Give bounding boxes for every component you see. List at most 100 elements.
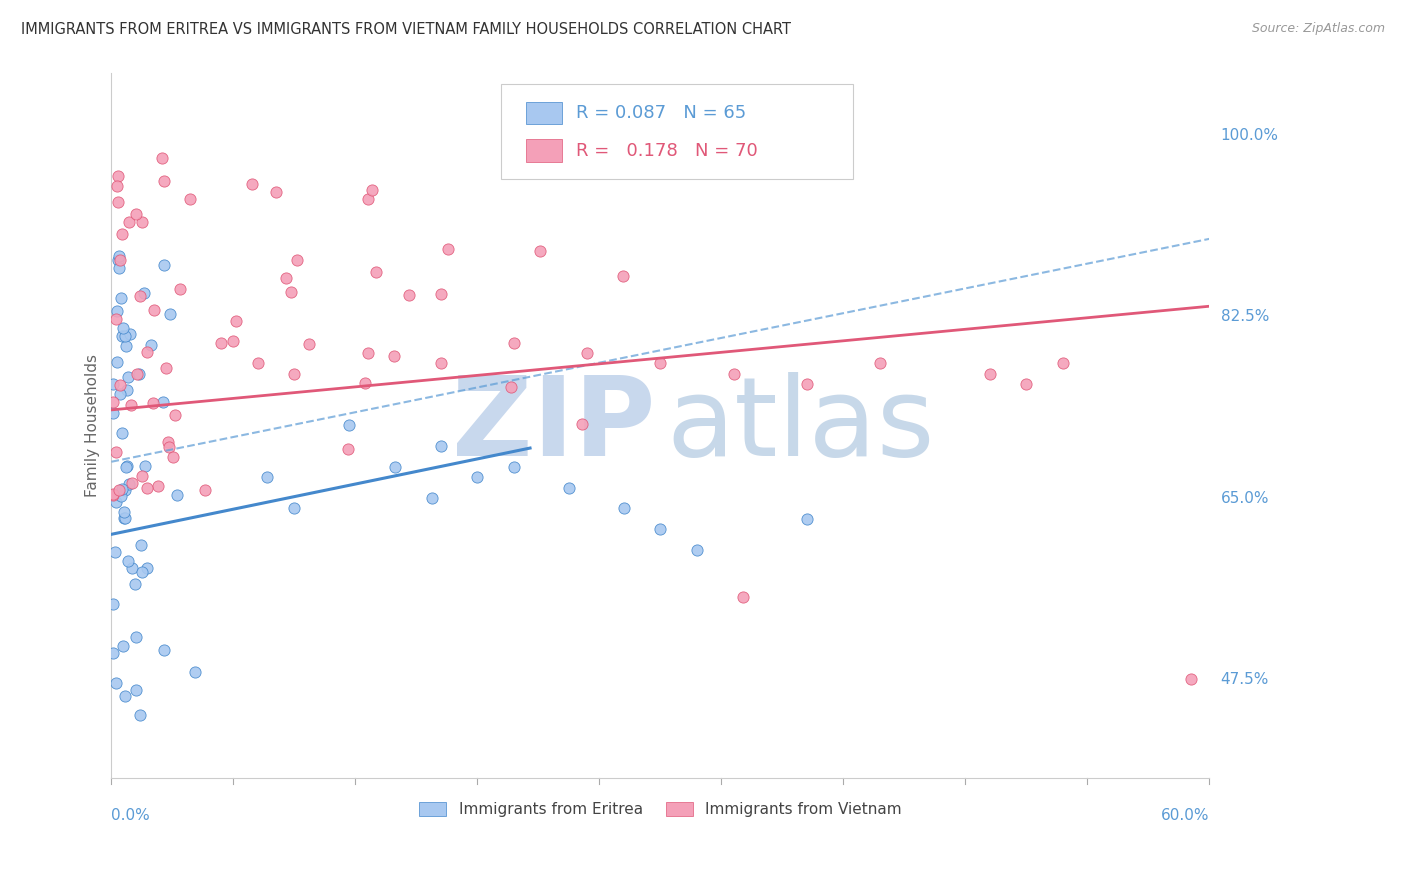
FancyBboxPatch shape bbox=[526, 102, 561, 125]
Point bbox=[503, 459, 526, 474]
Point bbox=[749, 118, 772, 132]
Point bbox=[184, 665, 207, 679]
Point bbox=[796, 376, 818, 391]
Point bbox=[153, 258, 176, 272]
Point bbox=[225, 314, 247, 328]
Point bbox=[129, 538, 152, 552]
Point bbox=[153, 174, 176, 188]
Point bbox=[150, 152, 173, 166]
Point bbox=[115, 339, 138, 353]
Point bbox=[613, 501, 636, 516]
Point bbox=[103, 376, 125, 391]
FancyBboxPatch shape bbox=[501, 84, 852, 178]
Point bbox=[105, 304, 128, 318]
Point bbox=[264, 186, 287, 200]
Point bbox=[280, 285, 302, 299]
Text: 0.0%: 0.0% bbox=[111, 808, 150, 823]
Point bbox=[104, 311, 127, 326]
Point bbox=[398, 287, 420, 301]
Point bbox=[869, 356, 891, 370]
Point bbox=[124, 577, 146, 591]
Point bbox=[650, 356, 672, 370]
Point bbox=[246, 356, 269, 370]
Point bbox=[430, 356, 453, 370]
Point bbox=[107, 253, 129, 268]
Point bbox=[361, 183, 384, 197]
Text: 47.5%: 47.5% bbox=[1220, 672, 1268, 687]
Point bbox=[121, 561, 143, 575]
Point bbox=[420, 491, 443, 505]
Point bbox=[571, 417, 593, 432]
Point bbox=[731, 590, 754, 604]
Text: IMMIGRANTS FROM ERITREA VS IMMIGRANTS FROM VIETNAM FAMILY HOUSEHOLDS CORRELATION: IMMIGRANTS FROM ERITREA VS IMMIGRANTS FR… bbox=[21, 22, 792, 37]
Point bbox=[499, 380, 522, 394]
Point bbox=[108, 248, 131, 262]
Point bbox=[382, 349, 405, 363]
Point bbox=[165, 409, 187, 423]
Point bbox=[103, 488, 125, 502]
Point bbox=[117, 370, 139, 384]
Text: Source: ZipAtlas.com: Source: ZipAtlas.com bbox=[1251, 22, 1385, 36]
Point bbox=[222, 334, 245, 348]
Point bbox=[120, 326, 142, 341]
Point bbox=[354, 376, 377, 391]
Point bbox=[430, 439, 453, 453]
Point bbox=[111, 426, 134, 441]
Point bbox=[115, 458, 138, 473]
Point bbox=[127, 368, 149, 382]
Point bbox=[103, 487, 125, 501]
Point bbox=[103, 545, 125, 559]
Point bbox=[103, 646, 125, 660]
Point bbox=[112, 511, 135, 525]
Point bbox=[136, 481, 159, 495]
Text: 82.5%: 82.5% bbox=[1220, 310, 1268, 324]
Point bbox=[105, 445, 128, 459]
Point bbox=[108, 252, 131, 267]
Point bbox=[686, 542, 709, 557]
Point bbox=[436, 242, 458, 256]
Point bbox=[142, 396, 165, 410]
FancyBboxPatch shape bbox=[526, 139, 561, 161]
Point bbox=[1180, 673, 1202, 687]
Point bbox=[111, 227, 134, 241]
Point bbox=[115, 383, 138, 397]
Point bbox=[108, 387, 131, 401]
Point bbox=[125, 207, 148, 221]
Point bbox=[467, 470, 489, 484]
Text: atlas: atlas bbox=[666, 372, 935, 479]
Point bbox=[107, 179, 129, 194]
Point bbox=[157, 434, 180, 449]
Point bbox=[364, 265, 387, 279]
Text: 100.0%: 100.0% bbox=[1220, 128, 1278, 143]
Point bbox=[112, 639, 135, 653]
Point bbox=[131, 469, 153, 483]
Point bbox=[209, 335, 232, 350]
Y-axis label: Family Households: Family Households bbox=[86, 354, 100, 497]
Point bbox=[120, 398, 142, 412]
Point bbox=[112, 505, 135, 519]
Point bbox=[283, 501, 305, 516]
Point bbox=[166, 488, 188, 502]
Point bbox=[125, 683, 148, 698]
Point bbox=[169, 283, 191, 297]
Point bbox=[357, 192, 380, 206]
Point bbox=[104, 675, 127, 690]
Point bbox=[105, 355, 128, 369]
Point bbox=[103, 394, 125, 409]
Point bbox=[256, 470, 278, 484]
Point bbox=[131, 214, 153, 228]
Point bbox=[114, 328, 136, 343]
Point bbox=[141, 337, 163, 351]
Point bbox=[134, 459, 156, 474]
Point bbox=[121, 475, 143, 490]
Point bbox=[128, 367, 150, 381]
Point bbox=[148, 479, 170, 493]
Point bbox=[162, 450, 184, 464]
Point bbox=[135, 345, 157, 359]
Point bbox=[159, 308, 181, 322]
Legend: Immigrants from Eritrea, Immigrants from Vietnam: Immigrants from Eritrea, Immigrants from… bbox=[413, 796, 908, 823]
Text: R =   0.178   N = 70: R = 0.178 N = 70 bbox=[576, 142, 758, 160]
Point bbox=[612, 269, 634, 284]
Point bbox=[108, 377, 131, 392]
Point bbox=[576, 346, 599, 360]
